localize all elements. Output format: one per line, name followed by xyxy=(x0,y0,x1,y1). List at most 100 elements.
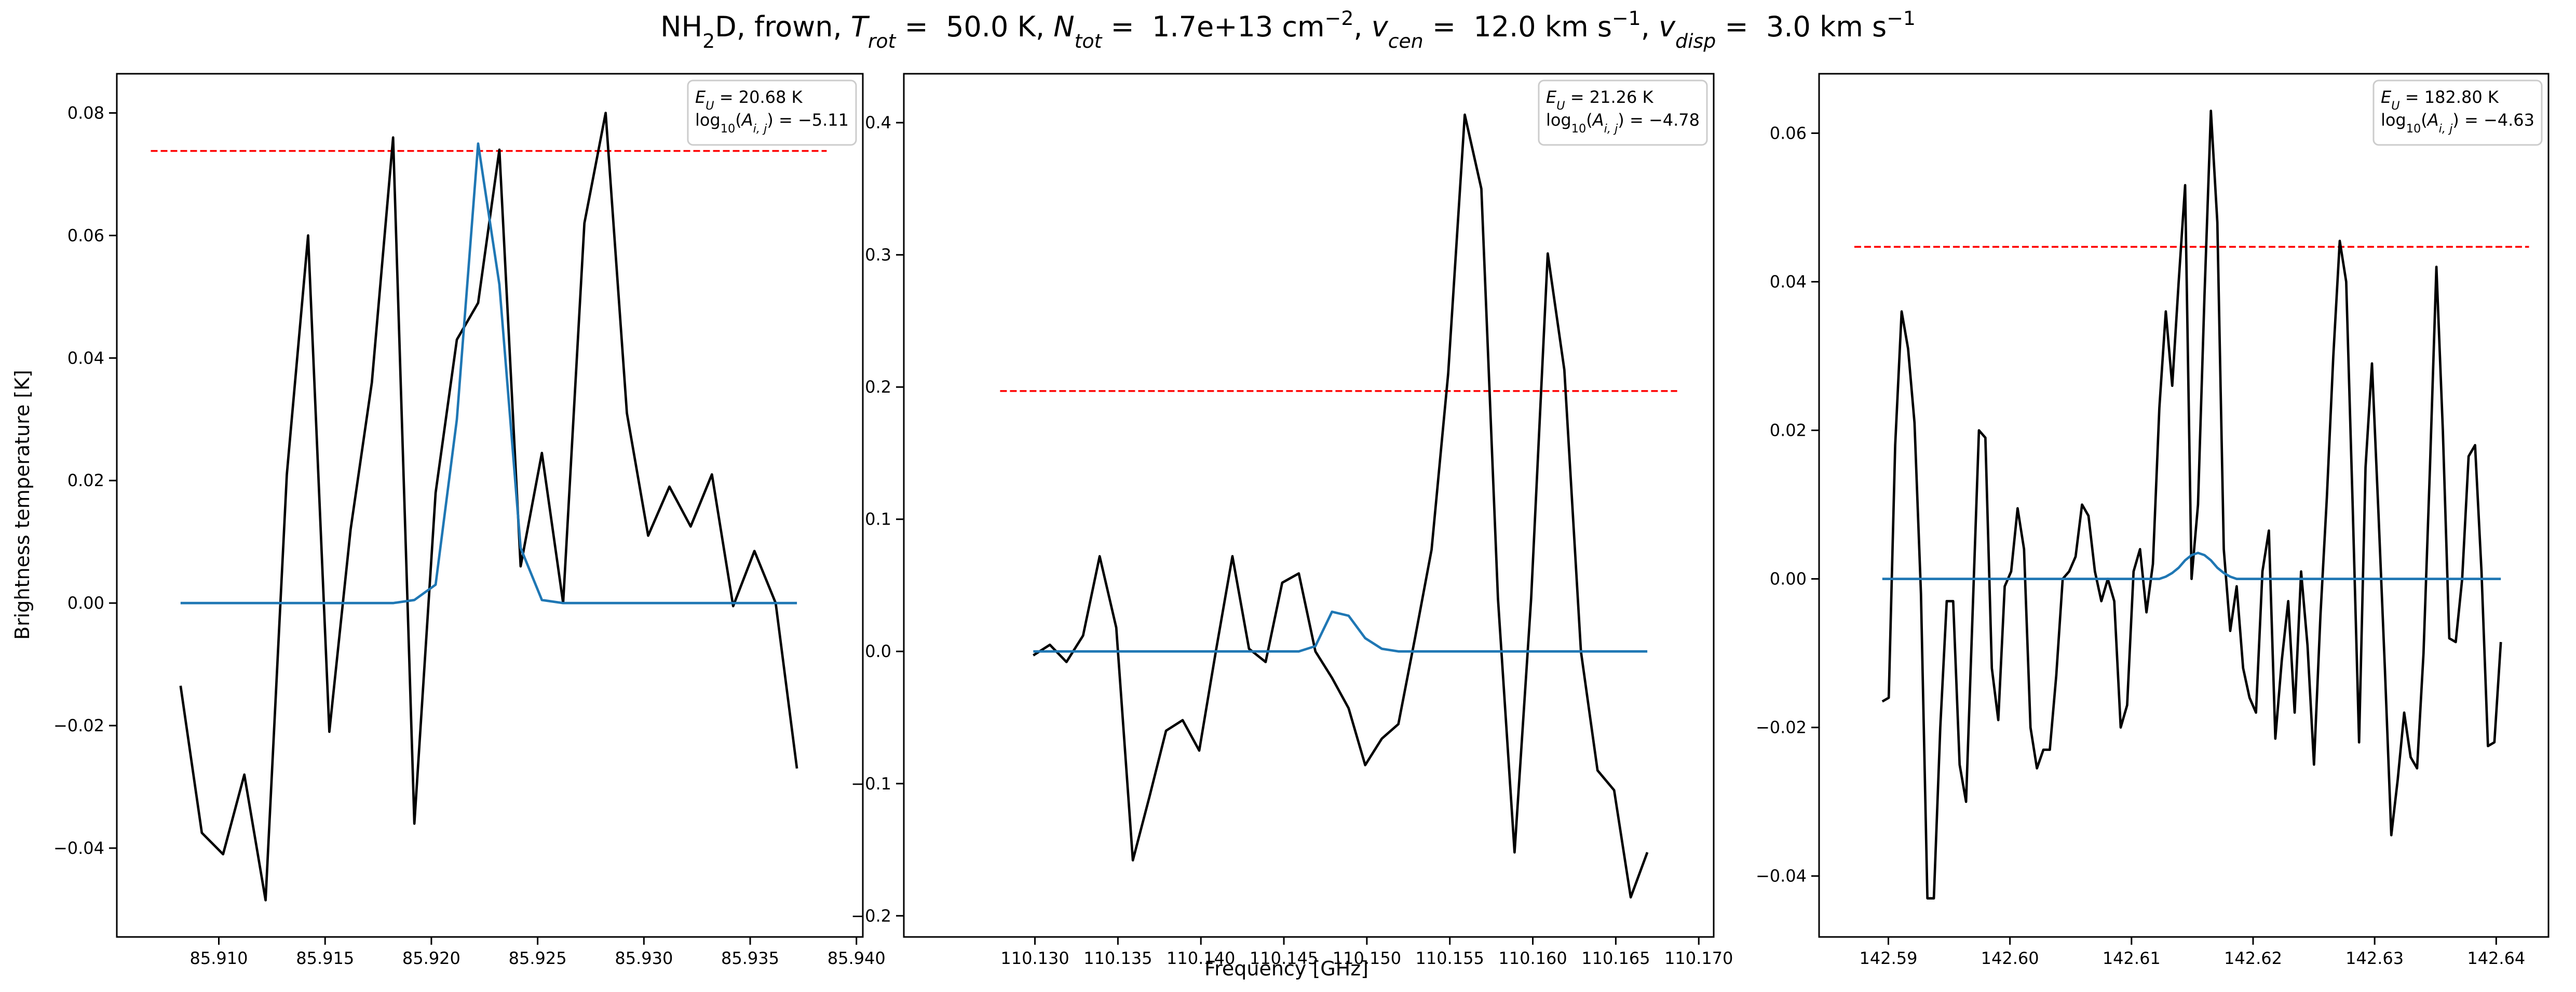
x-tick-label: 142.61 xyxy=(2103,948,2161,968)
y-tick-label: 0.02 xyxy=(1770,421,1807,440)
text-part: i, j xyxy=(753,122,767,136)
y-axis-label: Brightness temperature [K] xyxy=(11,370,34,640)
text-part: disp xyxy=(1675,30,1716,52)
y-tick-label: 0.0 xyxy=(865,641,891,661)
text-part: U xyxy=(2391,99,2399,113)
text-part: log xyxy=(2381,110,2406,130)
x-tick-label: 142.62 xyxy=(2224,948,2282,968)
text-part: −1 xyxy=(1612,7,1641,30)
text-part: , xyxy=(1641,10,1659,43)
text-part: E xyxy=(1546,87,1557,107)
text-part: U xyxy=(706,99,714,113)
x-tick-label: 110.165 xyxy=(1581,948,1650,968)
annotation-box xyxy=(687,79,857,146)
x-tick-label: 110.130 xyxy=(1000,948,1069,968)
x-tick-label: 85.915 xyxy=(296,948,354,968)
axes-frame xyxy=(1818,73,2550,938)
text-part: T xyxy=(851,10,870,43)
x-axis-label: Frequency [GHz] xyxy=(1204,957,1368,980)
text-part: log xyxy=(695,110,721,130)
y-tick-label: 0.04 xyxy=(67,348,104,368)
text-part: A xyxy=(741,110,753,130)
text-part: ) = −5.11 xyxy=(767,110,849,130)
annotation-text: log10(Ai, j) = −5.11 xyxy=(695,110,849,136)
text-part: N xyxy=(1053,10,1074,43)
y-tick-label: −0.04 xyxy=(53,838,104,858)
annotation-box xyxy=(2372,79,2543,146)
text-part: i, j xyxy=(2439,122,2453,136)
text-part: 10 xyxy=(2406,122,2421,136)
x-tick-label: 85.935 xyxy=(721,948,779,968)
text-part: cen xyxy=(1388,30,1423,52)
text-part: ( xyxy=(1586,110,1592,130)
panel: 142.59 142.60 142.61 142.62 142.63 142.64 −0.0… xyxy=(1756,73,2550,968)
x-tick-label: 110.145 xyxy=(1250,948,1318,968)
y-tick-label: −0.02 xyxy=(53,716,104,735)
text-part: −2 xyxy=(1325,7,1354,30)
x-tick-label: 110.135 xyxy=(1083,948,1152,968)
text-part: tot xyxy=(1075,30,1103,52)
x-tick-label: 110.160 xyxy=(1498,948,1567,968)
panel: 85.910 85.915 85.920 85.925 85.930 85.935 85.9… xyxy=(53,73,886,968)
text-part: −1 xyxy=(1887,7,1916,30)
text-part: , xyxy=(1353,10,1371,43)
text-part: NH xyxy=(660,10,702,43)
y-tick-label: 0.04 xyxy=(1770,272,1807,291)
x-tick-label: 142.60 xyxy=(1981,948,2039,968)
x-tick-label: 85.910 xyxy=(190,948,248,968)
x-tick-label: 85.940 xyxy=(828,948,886,968)
x-tick-label: 110.170 xyxy=(1664,948,1733,968)
text-part: ) = −4.78 xyxy=(1618,110,1700,130)
text-part: D, frown, xyxy=(715,10,851,43)
x-tick-label: 110.140 xyxy=(1167,948,1235,968)
text-part: v xyxy=(1372,10,1389,43)
x-tick-label: 85.920 xyxy=(402,948,460,968)
data-line xyxy=(179,112,798,902)
data-line xyxy=(1033,113,1649,899)
text-part: = 50.0 K, xyxy=(896,10,1053,43)
y-tick-label: −0.02 xyxy=(1756,718,1807,738)
y-tick-label: 0.06 xyxy=(67,225,104,245)
text-part: = 182.80 K xyxy=(2400,87,2499,107)
data-line xyxy=(1882,552,2501,580)
text-part: 10 xyxy=(1571,122,1587,136)
text-part: ( xyxy=(2421,110,2427,130)
annotation-text: log10(Ai, j) = −4.63 xyxy=(2381,110,2534,136)
y-tick-label: 0.1 xyxy=(865,510,891,529)
text-part: A xyxy=(2426,110,2439,130)
y-tick-label: 0.02 xyxy=(67,471,104,490)
y-tick-label: 0.4 xyxy=(865,113,891,132)
x-tick-label: 85.925 xyxy=(509,948,567,968)
annotation-text: log10(Ai, j) = −4.78 xyxy=(1546,110,1700,136)
annotation-text: EU = 20.68 K xyxy=(695,87,803,113)
text-part: = 12.0 km s xyxy=(1423,10,1612,43)
text-part: = 3.0 km s xyxy=(1716,10,1887,43)
text-part: log xyxy=(1546,110,1571,130)
x-tick-label: 142.59 xyxy=(1859,948,1917,968)
y-tick-label: 0.3 xyxy=(865,245,891,265)
text-part: v xyxy=(1659,10,1676,43)
x-tick-label: 85.930 xyxy=(615,948,673,968)
data-line xyxy=(1881,110,2502,900)
text-part: ) = −4.63 xyxy=(2452,110,2534,130)
annotation-text: EU = 21.26 K xyxy=(1546,87,1654,113)
figure-title: NH2D, frown, Trot = 50.0 K, Ntot = 1.7e+… xyxy=(660,7,1916,52)
panel: 110.130 110.135 110.140 110.145 110.150 110.1… xyxy=(851,73,1733,968)
x-tick-label: 142.63 xyxy=(2345,948,2404,968)
text-part: U xyxy=(1556,99,1565,113)
y-tick-label: −0.2 xyxy=(851,906,891,926)
annotation-text: EU = 182.80 K xyxy=(2381,87,2499,113)
text-part: = 1.7e+13 cm xyxy=(1102,10,1324,43)
x-tick-label: 110.155 xyxy=(1416,948,1484,968)
axes-frame xyxy=(903,73,1715,938)
text-part: 10 xyxy=(721,122,736,136)
x-tick-label: 142.64 xyxy=(2467,948,2525,968)
text-part: rot xyxy=(868,30,897,52)
y-tick-label: 0.08 xyxy=(67,103,104,123)
text-part: 2 xyxy=(702,30,715,52)
axes-frame xyxy=(116,73,864,938)
y-tick-label: −0.1 xyxy=(851,774,891,794)
data-line xyxy=(1033,610,1648,653)
